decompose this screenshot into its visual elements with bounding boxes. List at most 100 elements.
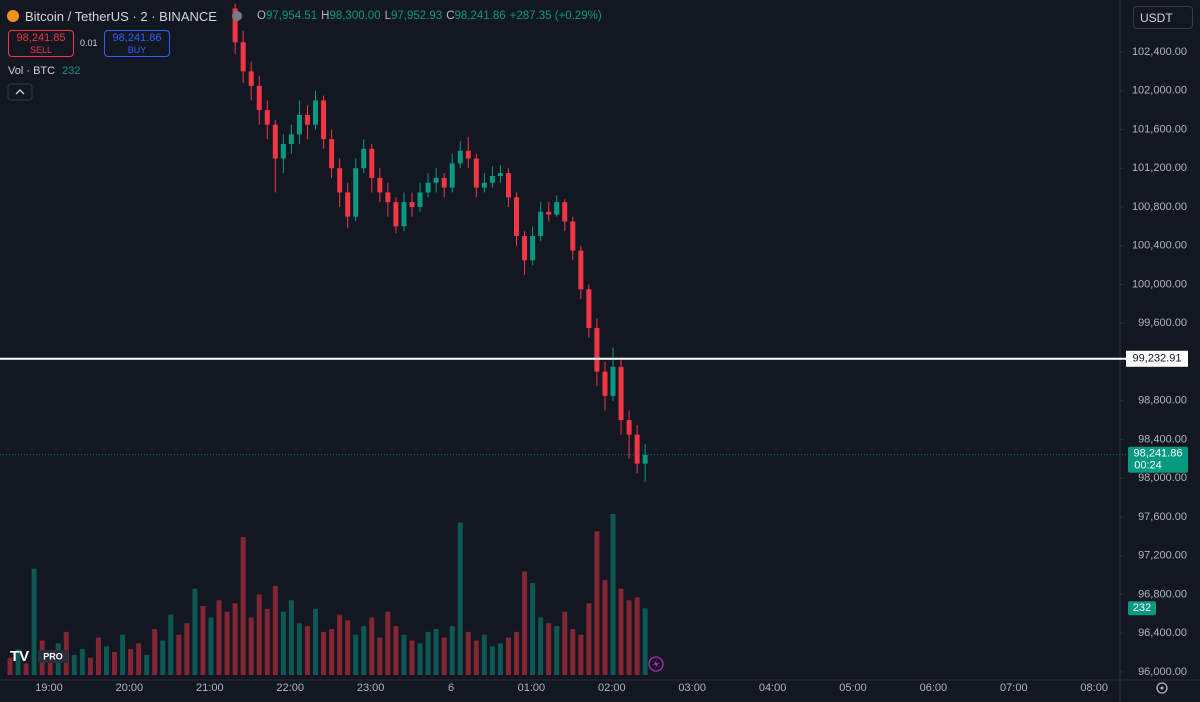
candle-body — [449, 163, 455, 188]
sell-price[interactable]: 98,241.85 — [16, 32, 66, 44]
volume-bar — [176, 634, 182, 675]
volume-bar — [160, 640, 166, 675]
y-tick-label: 102,000.00 — [1132, 85, 1187, 97]
candle-body — [272, 124, 278, 159]
sell-label[interactable]: SELL — [29, 45, 53, 55]
currency[interactable]: USDT — [1140, 11, 1173, 25]
volume-bar — [514, 631, 520, 675]
lightning-bolt[interactable] — [653, 659, 659, 669]
volume-bar — [15, 649, 21, 675]
collapse-button[interactable] — [7, 83, 33, 101]
ohlc-value: 98,241.86 — [454, 10, 506, 22]
y-tick-label: 100,800.00 — [1132, 201, 1187, 213]
volume-bar — [304, 626, 310, 675]
candle-body — [578, 250, 584, 290]
collapse-chevron[interactable] — [15, 89, 25, 95]
currency-select[interactable]: USDT — [1133, 6, 1193, 29]
volume-bar — [361, 626, 367, 675]
volume-bar — [497, 643, 503, 675]
x-tick-label: 20:00 — [116, 682, 144, 694]
candle-body — [522, 236, 528, 261]
buy-price[interactable]: 98,241.86 — [112, 32, 162, 44]
volume-bar — [240, 536, 246, 675]
y-tick-label: 99,600.00 — [1138, 317, 1187, 329]
y-tick-label: 96,400.00 — [1138, 627, 1187, 639]
volume-tag-label: 232 — [1133, 602, 1151, 614]
buy-button[interactable]: 98,241.86 BUY — [104, 30, 170, 57]
sell-button[interactable]: 98,241.85 SELL — [8, 30, 74, 57]
gear-center[interactable] — [1160, 686, 1164, 690]
candle-body — [562, 202, 568, 222]
volume-bar — [570, 628, 576, 675]
y-tick-label: 101,200.00 — [1132, 162, 1187, 174]
volume-bar — [112, 651, 118, 675]
volume-bar — [538, 617, 544, 675]
ohlc-key: C — [446, 10, 455, 22]
settings-icon[interactable] — [1156, 682, 1168, 694]
volume-bar — [152, 628, 158, 675]
last-price-label: 98,241.86 — [1134, 448, 1183, 460]
logo-badge-bg — [38, 650, 68, 663]
y-tick-label: 98,400.00 — [1138, 433, 1187, 445]
lightning-circle[interactable] — [648, 656, 664, 672]
collapse-frame[interactable] — [7, 83, 33, 101]
volume-bar — [168, 614, 174, 675]
y-tick-label: 97,200.00 — [1138, 550, 1187, 562]
y-tick-label: 100,400.00 — [1132, 240, 1187, 252]
volume-bar — [401, 634, 407, 675]
logo-mark: TV — [10, 648, 29, 665]
volume-bar — [626, 600, 632, 675]
candle-body — [337, 168, 343, 193]
volume-bar — [417, 643, 423, 675]
volume-bar — [337, 614, 343, 675]
ohlc-key: H — [321, 10, 330, 22]
volume-current: 232 — [62, 65, 81, 77]
candle-body — [313, 100, 319, 125]
lightning-icon[interactable] — [648, 656, 664, 672]
volume-bar — [489, 646, 495, 675]
volume-bar — [47, 651, 53, 675]
axis-layer: 96,000.00 96,400.00 96,800.00 97,200.00 97,6… — [0, 46, 1188, 694]
horizontal-line-tag — [1126, 350, 1188, 367]
candle-body — [586, 289, 592, 329]
candle-body — [304, 114, 310, 125]
candle-body — [497, 173, 503, 176]
volume-bar — [288, 600, 294, 675]
y-tick-label: 96,800.00 — [1138, 588, 1187, 600]
candle-body — [481, 182, 487, 188]
volume-bar — [264, 608, 270, 675]
volume-bar — [184, 623, 190, 675]
volume-bar — [128, 649, 134, 675]
x-tick-label: 05:00 — [839, 682, 867, 694]
x-tick-label: 07:00 — [1000, 682, 1028, 694]
candle-body — [489, 175, 495, 183]
candle-body — [377, 177, 383, 193]
candle-body — [570, 221, 576, 251]
volume-bar — [280, 611, 286, 675]
candle-body — [538, 211, 544, 237]
gear[interactable] — [1156, 682, 1168, 694]
volume-bar — [71, 654, 77, 675]
x-tick-label: 23:00 — [357, 682, 385, 694]
btc-icon — [7, 10, 19, 22]
candle-body — [264, 110, 270, 125]
candle-body — [514, 197, 520, 237]
quantity[interactable]: 0.01 — [80, 38, 98, 48]
volume-tag — [1128, 601, 1156, 616]
candle-body — [546, 211, 552, 215]
candle-body — [610, 366, 616, 396]
candle-body — [280, 144, 286, 159]
volume-title: Vol · BTC — [8, 65, 56, 77]
ohlc-value: 97,954.51 — [265, 10, 318, 22]
countdown: 00:24 — [1134, 460, 1162, 472]
volume-bar — [522, 571, 528, 675]
candle-body — [594, 328, 600, 372]
buy-label[interactable]: BUY — [127, 45, 147, 55]
last-price-tag — [1128, 446, 1188, 473]
volume-bar — [425, 631, 431, 675]
volume-bar — [562, 611, 568, 675]
volume-bar — [642, 608, 648, 675]
logo: TV PRO — [10, 648, 68, 665]
candle-body — [433, 177, 439, 183]
candle-body — [457, 150, 463, 164]
